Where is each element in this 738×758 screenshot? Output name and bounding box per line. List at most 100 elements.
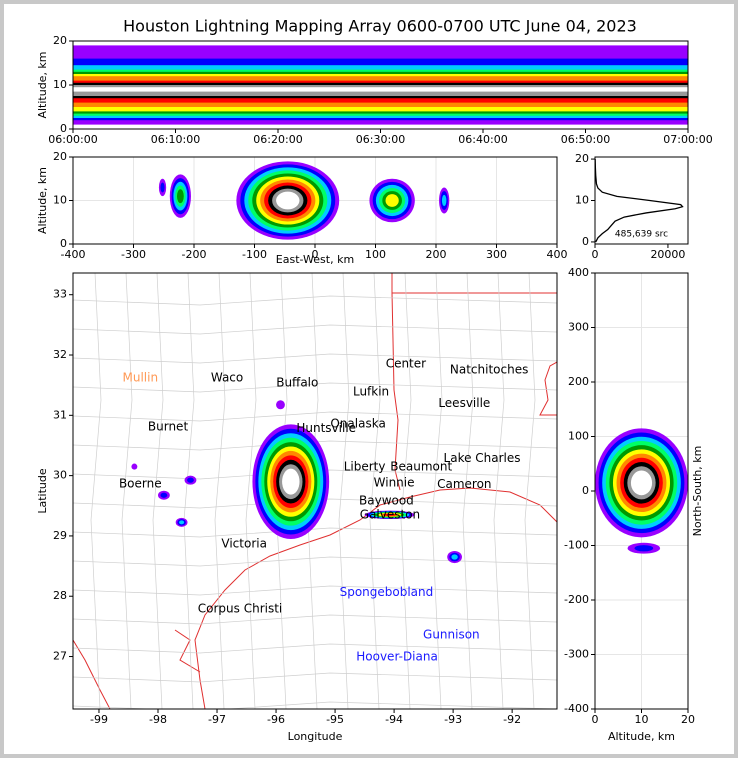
altitude-histogram <box>595 159 684 243</box>
county-line <box>73 527 557 538</box>
lightning-density <box>179 520 185 525</box>
place-label: Lufkin <box>353 384 389 398</box>
x-tick-label: -200 <box>182 248 207 261</box>
y-tick-label: 0 <box>582 484 589 497</box>
x-tick-label: 400 <box>547 248 568 261</box>
x-tick-label: 06:20:00 <box>253 133 302 146</box>
y-tick-label: 10 <box>575 194 589 207</box>
state-border <box>391 292 401 491</box>
place-label: Liberty <box>344 460 386 474</box>
x-tick-label: 10 <box>635 713 649 726</box>
plot-area <box>595 273 688 709</box>
place-label: Huntsville <box>296 421 356 435</box>
y-tick-label: 300 <box>568 321 589 334</box>
y-tick-label: 28 <box>53 589 67 602</box>
place-label: Natchitoches <box>450 363 528 377</box>
place-label: Boerne <box>119 477 162 491</box>
lightning-density <box>187 477 194 483</box>
plot-area <box>595 159 684 243</box>
county-line <box>431 273 443 709</box>
x-tick-label: 300 <box>486 248 507 261</box>
lightning-density <box>451 554 458 560</box>
x-tick-label: -92 <box>503 713 521 726</box>
y-axis-label: Altitude, km <box>36 167 49 234</box>
lightning-density <box>160 492 168 498</box>
x-axis-label: Altitude, km <box>608 730 675 743</box>
x-tick-label: 07:00:00 <box>663 133 712 146</box>
y-axis-label: North-South, km <box>691 446 704 537</box>
place-label: Onalaska <box>330 416 385 430</box>
x-tick-label: -300 <box>121 248 146 261</box>
county-line <box>152 273 164 709</box>
county-line <box>73 556 557 567</box>
county-line <box>493 273 505 709</box>
y-tick-label: 20 <box>575 152 589 165</box>
county-line <box>121 273 133 709</box>
y-tick-label: 30 <box>53 469 67 482</box>
lightning-density <box>282 468 300 495</box>
lightning-density <box>383 513 397 516</box>
place-label: Spongebobland <box>340 585 434 599</box>
y-tick-label: 27 <box>53 650 67 663</box>
place-label: Burnet <box>148 419 189 433</box>
x-tick-label: 20000 <box>650 248 685 261</box>
place-label: Galveston <box>360 507 420 521</box>
y-tick-label: 400 <box>568 266 589 279</box>
place-label: Baywood <box>359 493 414 507</box>
y-axis-label: Latitude <box>36 468 49 514</box>
x-tick-label: 06:00:00 <box>48 133 97 146</box>
x-axis-label: East-West, km <box>276 253 354 266</box>
county-line <box>245 273 257 709</box>
lightning-density <box>131 463 138 470</box>
chart-title: Houston Lightning Mapping Array 0600-070… <box>123 17 637 36</box>
x-tick-label: 200 <box>426 248 447 261</box>
y-tick-label: 10 <box>53 194 67 207</box>
x-tick-label: -98 <box>149 713 167 726</box>
county-line <box>462 273 474 709</box>
x-tick-label: -95 <box>326 713 344 726</box>
x-tick-label: 0 <box>312 248 319 261</box>
lightning-density <box>276 400 285 410</box>
lightning-density <box>385 194 399 207</box>
y-tick-label: 29 <box>53 529 67 542</box>
x-tick-label: 0 <box>592 248 599 261</box>
place-label: Beaumont <box>390 460 452 474</box>
y-tick-label: 0 <box>60 122 67 135</box>
axes-frame <box>72 272 558 710</box>
lightning-density <box>160 182 165 193</box>
x-tick-label: 06:50:00 <box>561 133 610 146</box>
place-label: Corpus Christi <box>198 601 283 615</box>
place-label: Hoover-Diana <box>356 650 438 664</box>
x-axis-label: Longitude <box>288 730 343 743</box>
place-label: Victoria <box>221 536 267 550</box>
county-line <box>73 411 557 422</box>
county-line <box>369 273 381 709</box>
coastline <box>174 629 201 673</box>
x-tick-label: -97 <box>208 713 226 726</box>
county-line <box>73 295 557 306</box>
place-label: Lake Charles <box>444 451 521 465</box>
place-label: Gunnison <box>423 627 480 641</box>
county-line <box>73 324 557 335</box>
place-label: Cameron <box>437 477 491 491</box>
x-tick-label: -93 <box>444 713 462 726</box>
x-tick-label: -94 <box>385 713 403 726</box>
x-tick-label: 20 <box>681 713 695 726</box>
place-label: Winnie <box>374 475 415 489</box>
x-tick-label: -400 <box>61 248 86 261</box>
county-line <box>73 643 557 654</box>
y-tick-label: -400 <box>564 702 589 715</box>
plot-area <box>131 400 462 564</box>
county-line <box>90 273 102 709</box>
lightning-density <box>276 191 300 210</box>
county-line <box>400 273 412 709</box>
county-line <box>183 273 195 709</box>
map-outlines <box>73 273 557 709</box>
y-tick-label: 200 <box>568 375 589 388</box>
county-line <box>524 273 536 709</box>
border <box>73 639 111 709</box>
y-tick-label: -300 <box>564 648 589 661</box>
county-line <box>73 353 557 364</box>
